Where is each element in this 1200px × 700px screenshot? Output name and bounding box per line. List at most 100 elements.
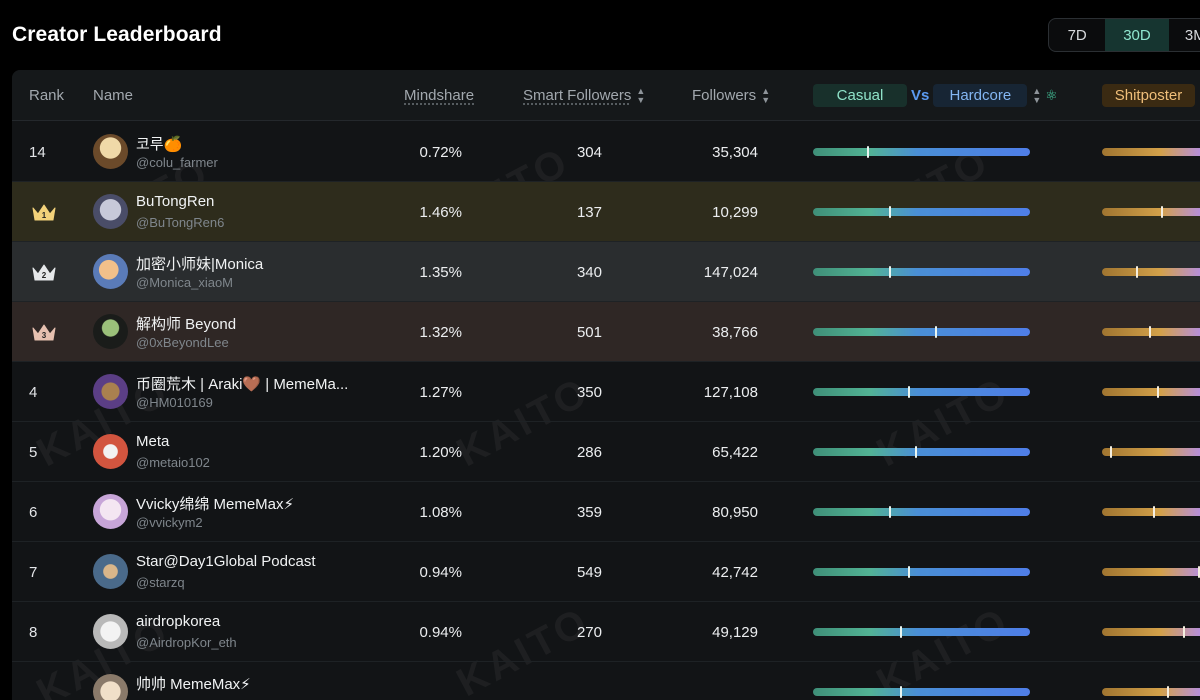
- casual-hardcore-bar: [813, 566, 1030, 578]
- avatar[interactable]: [93, 434, 128, 469]
- smart-followers-header[interactable]: Smart Followers ▲ ▼: [523, 70, 645, 121]
- creator-name[interactable]: BuTongRen: [136, 193, 215, 210]
- crown-rank-label: 1: [42, 211, 47, 220]
- smart-followers-cell: 286: [576, 443, 602, 461]
- casual-hardcore-bar: [813, 206, 1030, 218]
- followers-cell: 49,129: [712, 623, 758, 641]
- shitposter-marker: [1136, 266, 1138, 278]
- followers-cell: 80,950: [712, 503, 758, 521]
- range-7d-button[interactable]: 7D: [1067, 26, 1087, 44]
- casual-hardcore-bar: [813, 386, 1030, 398]
- shitposter-bar: [1102, 148, 1200, 156]
- casual-hardcore-bar: [813, 506, 1030, 518]
- rank-cell: 5: [29, 443, 38, 461]
- crown-rank-label: 3: [42, 331, 47, 340]
- casual-hardcore-bar: [813, 146, 1030, 158]
- table-row[interactable]: 7 Star@Day1Global Podcast @starzq 0.94% …: [12, 542, 1200, 602]
- casual-hardcore-bar: [813, 626, 1030, 638]
- creator-name[interactable]: Star@Day1Global Podcast: [136, 553, 316, 570]
- mindshare-cell: 1.46%: [419, 203, 462, 221]
- avatar[interactable]: [93, 614, 128, 649]
- followers-cell: [652, 662, 758, 700]
- table-row[interactable]: 6 Vvicky绵绵 MemeMax⚡ @vvickym2 1.08% 359 …: [12, 482, 1200, 542]
- range-3m-button[interactable]: 3M: [1184, 26, 1200, 44]
- casual-hardcore-marker: [908, 386, 910, 398]
- smart-followers-cell: 549: [576, 563, 602, 581]
- followers-header[interactable]: Followers ▲ ▼: [692, 70, 770, 121]
- range-30d-button[interactable]: 30D: [1105, 19, 1169, 51]
- creator-handle: @HM010169: [136, 395, 213, 410]
- casual-hardcore-bar: [813, 326, 1030, 338]
- table-row[interactable]: 2 加密小师妹|Monica @Monica_xiaoM 1.35% 340 1…: [12, 242, 1200, 302]
- table-row[interactable]: 5 Meta @metaio102 1.20% 286 65,422: [12, 422, 1200, 482]
- table-row[interactable]: 14 코루🍊 @colu_farmer 0.72% 304 35,304: [12, 122, 1200, 182]
- mindshare-header[interactable]: Mindshare: [404, 70, 474, 121]
- creator-handle: @AirdropKor_eth: [136, 635, 237, 650]
- casual-hardcore-marker: [900, 626, 902, 638]
- creator-name[interactable]: 帅帅 MemeMax⚡: [136, 676, 251, 693]
- casual-hardcore-marker: [867, 146, 869, 158]
- casual-hardcore-bar: [813, 686, 1030, 698]
- avatar[interactable]: [93, 254, 128, 289]
- table-row[interactable]: 8 airdropkorea @AirdropKor_eth 0.94% 270…: [12, 602, 1200, 662]
- mindshare-cell: [372, 662, 462, 700]
- avatar[interactable]: [93, 374, 128, 409]
- creator-name[interactable]: 加密小师妹|Monica: [136, 256, 264, 273]
- avatar[interactable]: [93, 314, 128, 349]
- rank-cell: 8: [29, 623, 38, 641]
- shitposter-bar: [1102, 266, 1200, 278]
- casual-hardcore-marker: [889, 266, 891, 278]
- followers-cell: 65,422: [712, 443, 758, 461]
- avatar[interactable]: [93, 554, 128, 589]
- atom-icon[interactable]: ⚛: [1045, 87, 1058, 103]
- creator-name[interactable]: Vvicky绵绵 MemeMax⚡: [136, 496, 295, 513]
- shitposter-marker: [1198, 566, 1200, 578]
- smart-followers-cell: [512, 662, 602, 700]
- sort-arrows-icon: ▲ ▼: [636, 85, 646, 105]
- mindshare-cell: 1.20%: [419, 443, 462, 461]
- crown-icon: 1: [32, 204, 56, 221]
- casual-vs-hardcore-header[interactable]: Casual Vs Hardcore ▲ ▼ ⚛: [813, 70, 1058, 121]
- creator-handle: @0xBeyondLee: [136, 335, 229, 350]
- creator-name[interactable]: 코루🍊: [136, 136, 183, 153]
- hardcore-pill: Hardcore: [933, 84, 1028, 107]
- table-row[interactable]: 4 币圈荒木 | Araki🤎 | MemeMa... @HM010169 1.…: [12, 362, 1200, 422]
- avatar[interactable]: [93, 194, 128, 229]
- shitposter-header[interactable]: Shitposter: [1102, 70, 1195, 121]
- table-row[interactable]: 帅帅 MemeMax⚡: [12, 662, 1200, 700]
- leaderboard-table: KAITO KAITO KAITO KAITO KAITO KAITO KAIT…: [12, 70, 1200, 700]
- creator-handle: @metaio102: [136, 455, 210, 470]
- avatar[interactable]: [93, 674, 128, 700]
- followers-header-label: Followers: [692, 87, 757, 104]
- followers-cell: 10,299: [712, 203, 758, 221]
- table-header: Rank Name Mindshare Smart Followers ▲ ▼ F…: [12, 70, 1200, 121]
- table-row[interactable]: 1 BuTongRen @BuTongRen6 1.46% 137 10,299: [12, 182, 1200, 242]
- creator-name[interactable]: 解构师 Beyond: [136, 316, 237, 333]
- followers-cell: 42,742: [712, 563, 758, 581]
- crown-rank-label: 2: [42, 271, 47, 280]
- followers-cell: 35,304: [712, 143, 758, 161]
- sort-arrows-icon: ▲ ▼: [1032, 85, 1042, 105]
- shitposter-marker: [1153, 506, 1155, 518]
- rank-cell: 6: [29, 503, 38, 521]
- casual-hardcore-bar: [813, 446, 1030, 458]
- creator-handle: @vvickym2: [136, 515, 203, 530]
- shitposter-bar: [1102, 566, 1200, 578]
- avatar[interactable]: [93, 494, 128, 529]
- creator-name[interactable]: airdropkorea: [136, 613, 221, 630]
- crown-icon: 3: [32, 324, 56, 341]
- creator-name[interactable]: 币圈荒木 | Araki🤎 | MemeMa...: [136, 376, 349, 393]
- vs-label: Vs: [911, 87, 930, 104]
- casual-hardcore-marker: [908, 566, 910, 578]
- mindshare-cell: 1.35%: [419, 263, 462, 281]
- avatar[interactable]: [93, 134, 128, 169]
- smart-followers-header-label: Smart Followers: [523, 87, 632, 104]
- smart-followers-cell: 501: [576, 323, 602, 341]
- casual-hardcore-marker: [900, 686, 902, 698]
- casual-hardcore-marker: [935, 326, 937, 338]
- creator-handle: @colu_farmer: [136, 155, 218, 170]
- creator-name[interactable]: Meta: [136, 433, 170, 450]
- followers-cell: 38,766: [712, 323, 758, 341]
- mindshare-cell: 0.94%: [419, 563, 462, 581]
- table-row[interactable]: 3 解构师 Beyond @0xBeyondLee 1.32% 501 38,7…: [12, 302, 1200, 362]
